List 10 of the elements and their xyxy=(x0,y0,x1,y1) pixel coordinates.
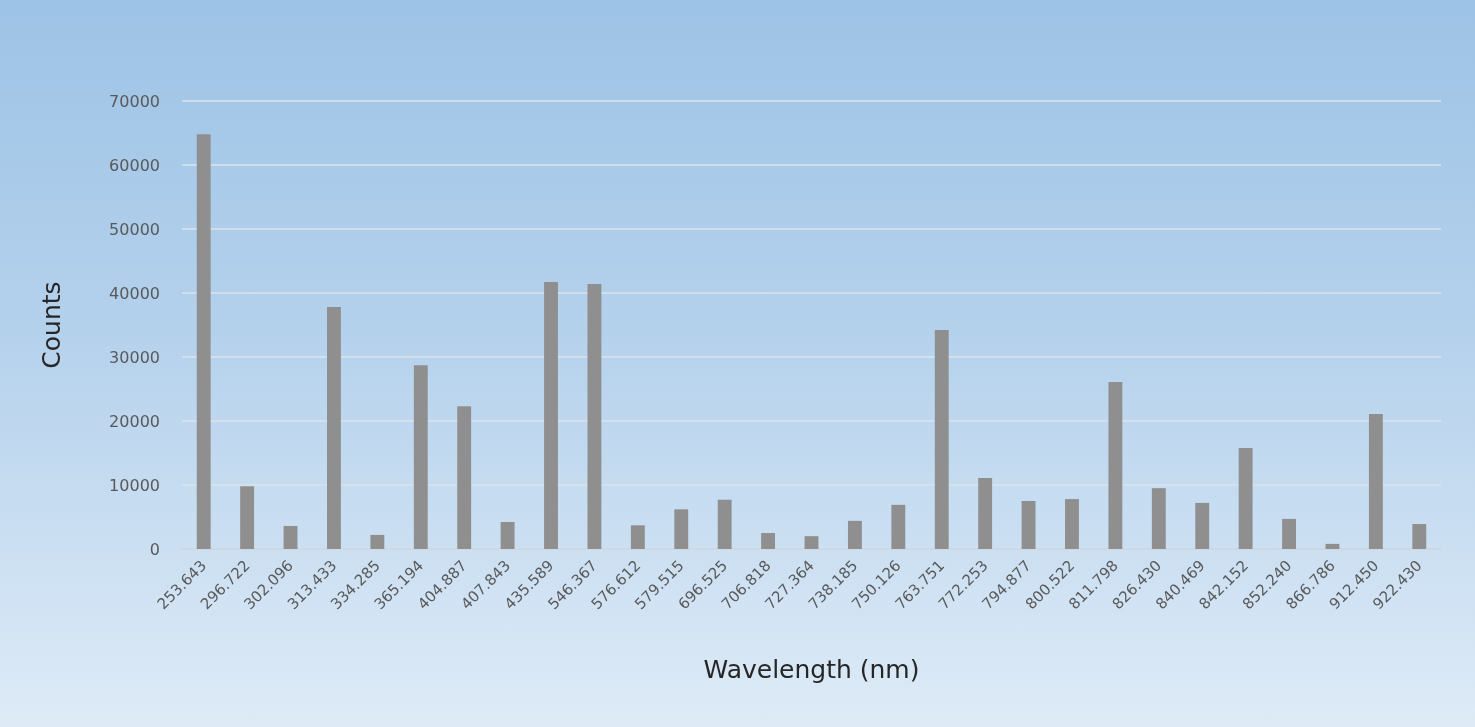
y-tick-label: 70000 xyxy=(109,91,160,111)
y-tick-label: 40000 xyxy=(109,283,160,303)
x-axis-title: Wavelength (nm) xyxy=(703,655,920,684)
y-tick-label: 60000 xyxy=(109,155,160,175)
y-tick-label: 50000 xyxy=(109,219,160,239)
y-tick-label: 0 xyxy=(149,539,160,559)
y-axis-title: Counts xyxy=(37,281,66,369)
y-tick-label: 20000 xyxy=(109,411,160,431)
y-tick-label: 10000 xyxy=(109,475,160,495)
y-tick-label: 30000 xyxy=(109,347,160,367)
